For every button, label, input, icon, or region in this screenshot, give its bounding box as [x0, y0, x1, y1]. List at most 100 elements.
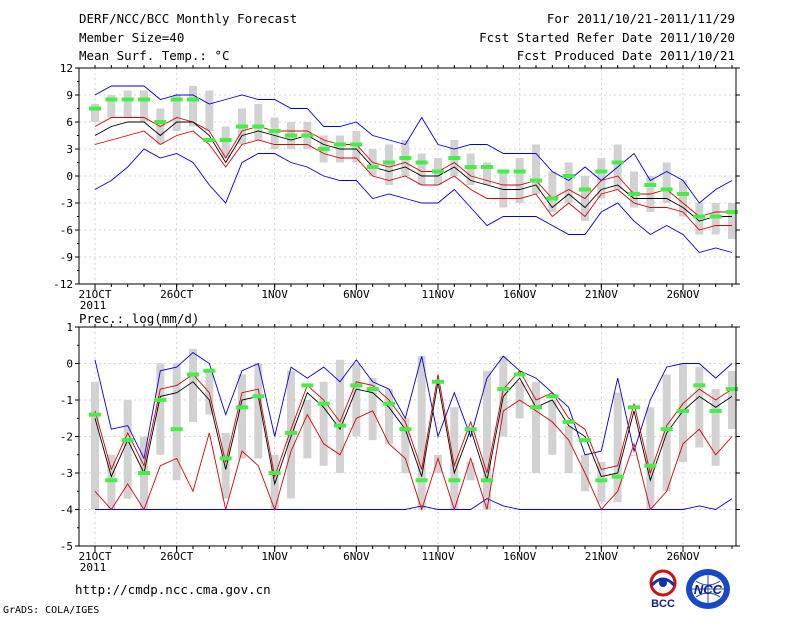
prec-xtick-label: 21OCT	[78, 550, 111, 563]
temp-ytick-label: -6	[60, 224, 73, 237]
temp-obs-marker	[138, 97, 150, 102]
prec-obs-marker	[611, 474, 624, 479]
temp-obs-marker	[579, 187, 591, 192]
temp-range-bar	[107, 95, 116, 118]
prec-obs-marker	[350, 383, 363, 388]
prec-obs-marker	[301, 383, 314, 388]
prec-obs-marker	[497, 387, 510, 392]
prec-obs-marker	[89, 412, 101, 417]
prec-obs-marker	[546, 394, 559, 399]
temp-obs-marker	[530, 178, 542, 183]
temp-xtick-label: 6NOV	[343, 288, 370, 301]
temp-range-bar	[728, 203, 736, 239]
temp-obs-marker	[595, 169, 608, 174]
prec-range-bar	[254, 363, 263, 459]
prec-obs-marker	[187, 372, 199, 377]
forecast-period: For 2011/10/21-2011/11/29	[546, 11, 735, 26]
prec-obs-marker	[154, 398, 167, 402]
prec-xtick-sublabel: 2011	[80, 561, 107, 574]
temp-xtick-label: 16NOV	[503, 288, 536, 301]
temp-xtick-label: 11NOV	[421, 288, 454, 301]
prec-obs-marker	[693, 383, 706, 388]
forecast-produced-date: Fcst Produced Date 2011/10/21	[516, 48, 735, 63]
temp-obs-marker	[693, 214, 706, 219]
temp-obs-marker	[252, 124, 265, 129]
temp-range-bar	[91, 104, 99, 122]
prec-range-bar	[532, 381, 540, 473]
temp-obs-marker	[89, 106, 101, 111]
temp-range-bar	[205, 90, 214, 131]
temp-obs-marker	[383, 160, 395, 165]
prec-ytick-label: -4	[60, 504, 74, 517]
temp-ytick-label: 0	[66, 170, 73, 183]
temp-obs-marker	[121, 97, 134, 102]
prec-range-bar	[695, 367, 704, 448]
temp-obs-marker	[660, 187, 673, 192]
temp-obs-marker	[170, 97, 183, 102]
prec-range-bar	[385, 389, 393, 444]
prec-obs-marker	[677, 408, 689, 413]
prec-lower-percentile-line	[94, 399, 733, 511]
temp-range-bar	[515, 158, 524, 203]
temp-upper-percentile-line	[94, 117, 732, 217]
temp-obs-marker	[432, 169, 444, 174]
variable-label: Mean Surf. Temp.: °C	[79, 48, 230, 63]
temp-ytick-label: 3	[66, 143, 73, 156]
prec-range-bar	[401, 418, 410, 473]
temp-obs-marker	[628, 192, 640, 196]
prec-range-bar	[728, 370, 736, 430]
prec-range-bar	[483, 370, 491, 510]
temp-obs-marker	[481, 165, 493, 169]
temp-ytick-label: -12	[53, 278, 73, 291]
prec-xtick-label: 6NOV	[343, 550, 370, 563]
temp-range-bar	[466, 153, 475, 185]
prec-obs-marker	[138, 471, 150, 475]
prec-obs-marker	[317, 401, 330, 406]
prec-range-bar	[450, 407, 459, 510]
bcc-logo: BCC	[649, 569, 677, 610]
prec-obs-marker	[170, 427, 183, 432]
temp-obs-marker	[415, 160, 428, 165]
temp-range-bar	[417, 153, 426, 185]
prec-ytick-label: 0	[66, 358, 73, 371]
temp-obs-marker	[219, 138, 232, 142]
temp-range-bar	[254, 104, 263, 140]
prec-range-bar	[548, 400, 557, 455]
temp-obs-marker	[399, 156, 412, 160]
prec-range-bar	[613, 392, 622, 503]
temp-obs-marker	[448, 156, 461, 160]
prec-range-bar	[466, 462, 475, 481]
temp-obs-marker	[644, 183, 657, 187]
forecast-start-date: Fcst Started Refer Date 2011/10/20	[479, 30, 735, 45]
temp-obs-marker	[709, 214, 722, 219]
temp-xtick-label: 1NOV	[261, 288, 288, 301]
temp-obs-marker	[285, 133, 297, 138]
prec-ensemble-mean-line	[94, 377, 733, 486]
temp-range-bar	[123, 90, 132, 118]
prec-xtick-label: 21NOV	[585, 550, 618, 563]
temp-xtick-label: 26NOV	[666, 288, 699, 301]
temp-obs-marker	[187, 97, 199, 102]
temp-obs-marker	[497, 169, 510, 174]
temp-obs-marker	[334, 142, 346, 147]
prec-panel-title: Prec.: log(mm/d)	[79, 311, 199, 326]
prec-range-bar	[646, 407, 655, 510]
prec-range-bar	[319, 381, 328, 466]
prec-obs-marker	[660, 427, 673, 432]
temp-ytick-label: 6	[66, 116, 73, 129]
source-url[interactable]: http://cmdp.ncc.cma.gov.cn	[75, 582, 271, 597]
temp-obs-marker	[317, 147, 330, 151]
temp-range-bar	[270, 117, 279, 149]
temp-ytick-label: -3	[60, 197, 73, 210]
temp-ensemble-mean-line	[94, 121, 732, 222]
temp-xtick-label: 21OCT	[78, 288, 111, 301]
temp-obs-marker	[350, 142, 363, 147]
prec-range-bar	[711, 389, 720, 466]
prec-obs-marker	[334, 423, 346, 428]
prec-ytick-label: -3	[60, 467, 73, 480]
prec-obs-marker	[513, 372, 526, 377]
temp-envelope-min-line	[94, 148, 733, 254]
prec-range-bar	[172, 363, 181, 481]
prec-obs-marker	[399, 427, 412, 432]
prec-ytick-label: -5	[60, 540, 73, 553]
